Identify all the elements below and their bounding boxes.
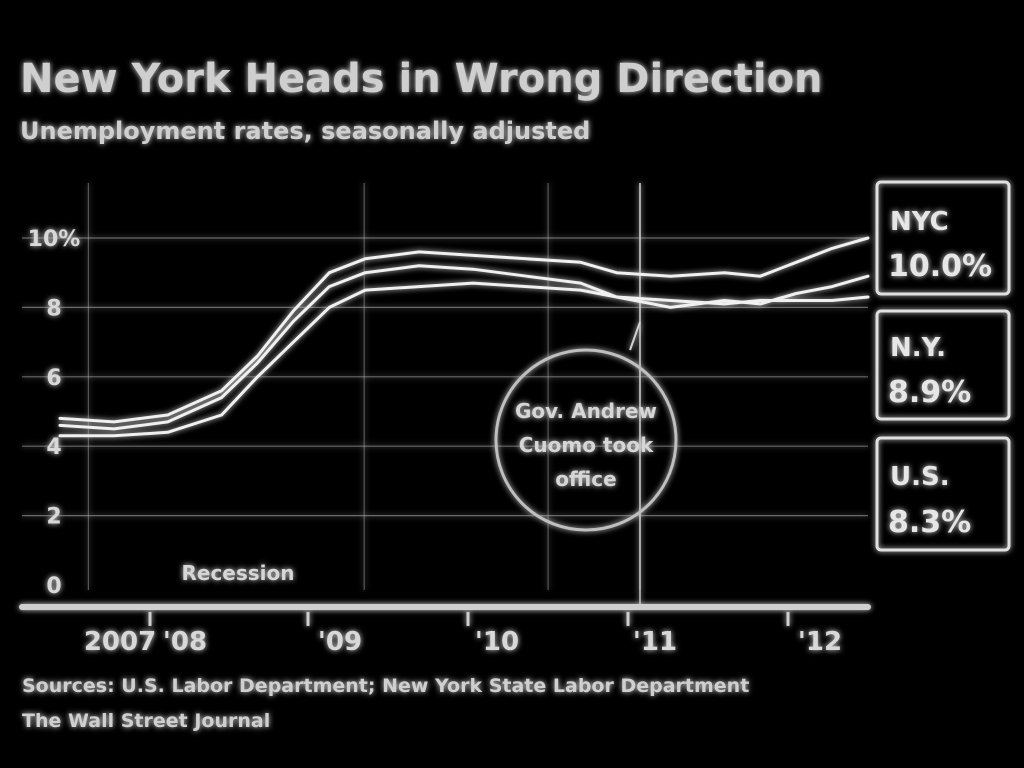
vertical-gridlines xyxy=(87,183,641,590)
cuomo-callout-pointer xyxy=(629,321,641,351)
publication-credit: The Wall Street Journal xyxy=(22,710,270,732)
legend-box-ny-frame xyxy=(875,309,1011,421)
chart-subtitle: Unemployment rates, seasonally adjusted xyxy=(20,117,590,145)
y-axis-ticks: 10% 8 6 4 2 0 xyxy=(28,227,81,599)
y-tick-label: 6 xyxy=(46,366,61,391)
legend-nyc-value: 10.0% xyxy=(888,249,992,284)
legend-box-us-frame xyxy=(875,436,1011,552)
x-tick-label: '08 xyxy=(163,627,207,657)
x-axis-ticks: 2007'08 '09 '10 '11 '12 xyxy=(84,612,842,657)
x-tick-label: '12 xyxy=(798,627,842,657)
legend-us-value: 8.3% xyxy=(888,505,971,540)
legend-box-nyc-frame xyxy=(875,180,1011,296)
y-tick-label: 10% xyxy=(28,227,81,252)
horizontal-gridlines xyxy=(22,237,868,517)
y-tick-label: 2 xyxy=(46,505,61,530)
x-tick-label: '09 xyxy=(318,627,362,657)
cuomo-callout-line3: office xyxy=(555,467,616,491)
series-lines xyxy=(58,236,870,438)
cuomo-callout-line1: Gov. Andrew xyxy=(515,399,657,423)
legend-ny-label: N.Y. xyxy=(890,333,946,363)
legend-box-nyc: NYC 10.0% xyxy=(875,180,1011,296)
x-tick-label: '10 xyxy=(475,627,519,657)
x-tick-label: '11 xyxy=(633,627,677,657)
legend-box-us: U.S. 8.3% xyxy=(875,436,1011,552)
chart-title: New York Heads in Wrong Direction xyxy=(20,56,823,102)
source-line: Sources: U.S. Labor Department; New York… xyxy=(22,675,749,697)
series-line-ny xyxy=(58,264,870,431)
legend-box-ny: N.Y. 8.9% xyxy=(875,309,1011,421)
legend-nyc-label: NYC xyxy=(890,207,949,237)
series-line-us xyxy=(58,281,870,438)
cuomo-callout-circle xyxy=(494,348,678,532)
y-tick-label: 4 xyxy=(46,435,61,460)
legend-ny-value: 8.9% xyxy=(888,375,971,410)
recession-label: Recession xyxy=(181,561,294,585)
y-tick-label: 0 xyxy=(46,574,61,599)
series-line-nyc xyxy=(58,236,870,424)
y-tick-label: 8 xyxy=(46,296,61,321)
x-tick-label: 2007 xyxy=(84,627,156,657)
legend-us-label: U.S. xyxy=(890,462,950,492)
cuomo-callout-line2: Cuomo took xyxy=(519,433,654,457)
